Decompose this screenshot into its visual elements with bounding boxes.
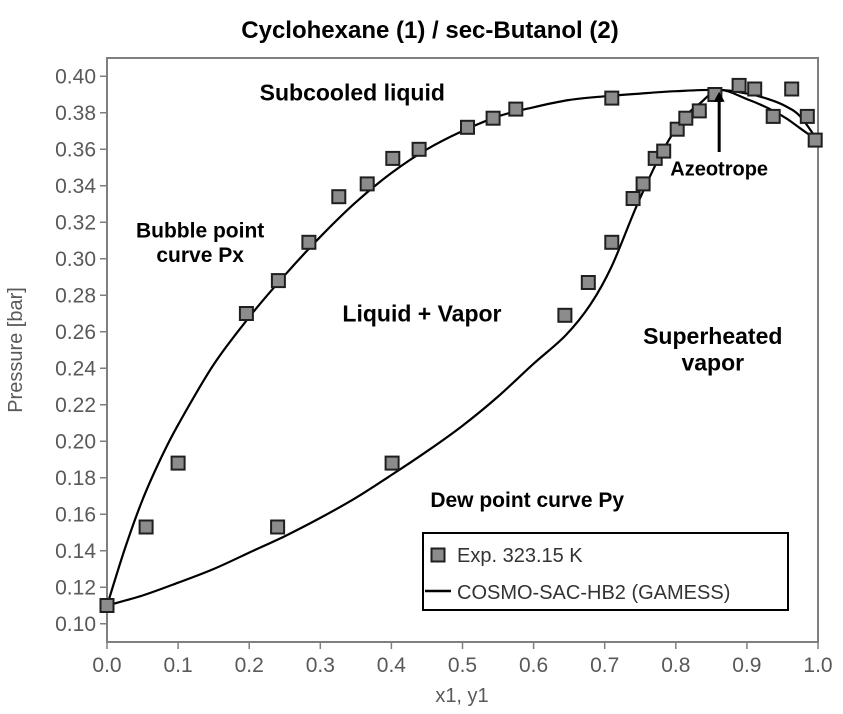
exp-marker [99,598,115,613]
y-tick-label: 0.28 [55,284,96,307]
x-tick-label: 0.0 [92,654,121,677]
exp-marker [678,110,694,126]
x-tick-label: 0.3 [306,654,335,677]
plot-area: 0.0 0.1 0.2 0.3 0.4 0.5 0.6 0.7 0.8 0.9 1.0 0.10 0.1… [55,57,833,677]
exp-marker [359,176,375,192]
exp-marker [784,81,800,97]
exp-marker [270,519,286,535]
y-tick-label: 0.30 [55,248,96,271]
plot-frame [106,57,819,643]
exp-marker [656,143,672,159]
exp-marker [691,103,707,119]
azeotrope-arrow-head [713,91,725,102]
exp-marker [485,110,501,126]
y-tick-label: 0.12 [55,576,96,599]
annotation-superheated-vapor: vapor [681,349,744,375]
exp-marker [384,455,400,471]
y-tick-label: 0.10 [55,613,96,636]
annotation-azeotrope: Azeotrope [670,158,768,180]
annotation-dew-point-curve: Dew point curve Py [430,489,624,512]
annotation-subcooled-liquid: Subcooled liquid [260,80,445,106]
x-tick-label: 0.5 [448,654,477,677]
y-tick-label: 0.16 [55,503,96,526]
exp-marker [331,189,347,205]
legend-marker-sample [430,547,446,563]
y-tick-label: 0.24 [55,357,96,380]
legend-label-exp: Exp. 323.15 K [457,545,583,567]
exp-marker [138,519,154,535]
x-tick-label: 0.8 [661,654,690,677]
exp-marker [270,273,286,289]
annotation-superheated-vapor: Superheated [643,323,782,349]
y-tick-label: 0.20 [55,430,96,453]
y-tick-label: 0.36 [55,138,96,161]
exp-marker [747,81,763,97]
x-tick-label: 0.9 [732,654,761,677]
x-tick-label: 0.7 [590,654,619,677]
exp-marker [625,191,641,206]
annotation-bubble-point-curve: curve Px [156,244,244,267]
exp-marker [580,275,596,290]
annotation-bubble-point-curve: Bubble point [136,220,264,243]
x-tick-label: 0.6 [519,654,548,677]
annotation-liquid-plus-vapor: Liquid + Vapor [342,301,501,327]
exp-marker [731,77,747,93]
y-tick-label: 0.32 [55,211,96,234]
x-tick-label: 1.0 [803,654,832,677]
y-tick-label: 0.26 [55,321,96,344]
x-axis-label: x1, y1 [435,685,488,707]
exp-marker [557,307,573,323]
legend-box [422,532,789,611]
exp-marker [508,101,524,117]
legend-label-model: COSMO-SAC-HB2 (GAMESS) [457,582,730,604]
y-axis-label: Pressure [bar] [5,287,27,413]
y-tick-label: 0.34 [55,175,96,198]
y-tick-label: 0.22 [55,394,96,417]
model-dew-curve-Py [106,88,819,607]
exp-marker [301,234,317,250]
y-tick-label: 0.14 [55,540,96,563]
exp-marker [669,121,685,137]
x-tick-label: 0.4 [377,654,407,677]
legend: Exp. 323.15 K COSMO-SAC-HB2 (GAMESS) [422,532,789,611]
exp-marker [765,108,781,124]
y-tick-label: 0.40 [55,65,96,88]
exp-marker [799,108,815,124]
y-tick-label: 0.38 [55,102,96,125]
chart-title: Cyclohexane (1) / sec-Butanol (2) [241,17,618,44]
exp-marker [385,150,401,166]
exp-marker [411,141,427,157]
exp-marker [604,234,620,250]
y-tick-label: 0.18 [55,467,96,490]
exp-marker [807,132,823,148]
x-tick-label: 0.2 [235,654,264,677]
exp-marker [238,306,254,321]
exp-marker [635,176,651,192]
x-tick-label: 0.1 [163,654,192,677]
exp-marker [170,455,186,471]
exp-marker [460,119,475,135]
exp-marker [604,90,620,106]
